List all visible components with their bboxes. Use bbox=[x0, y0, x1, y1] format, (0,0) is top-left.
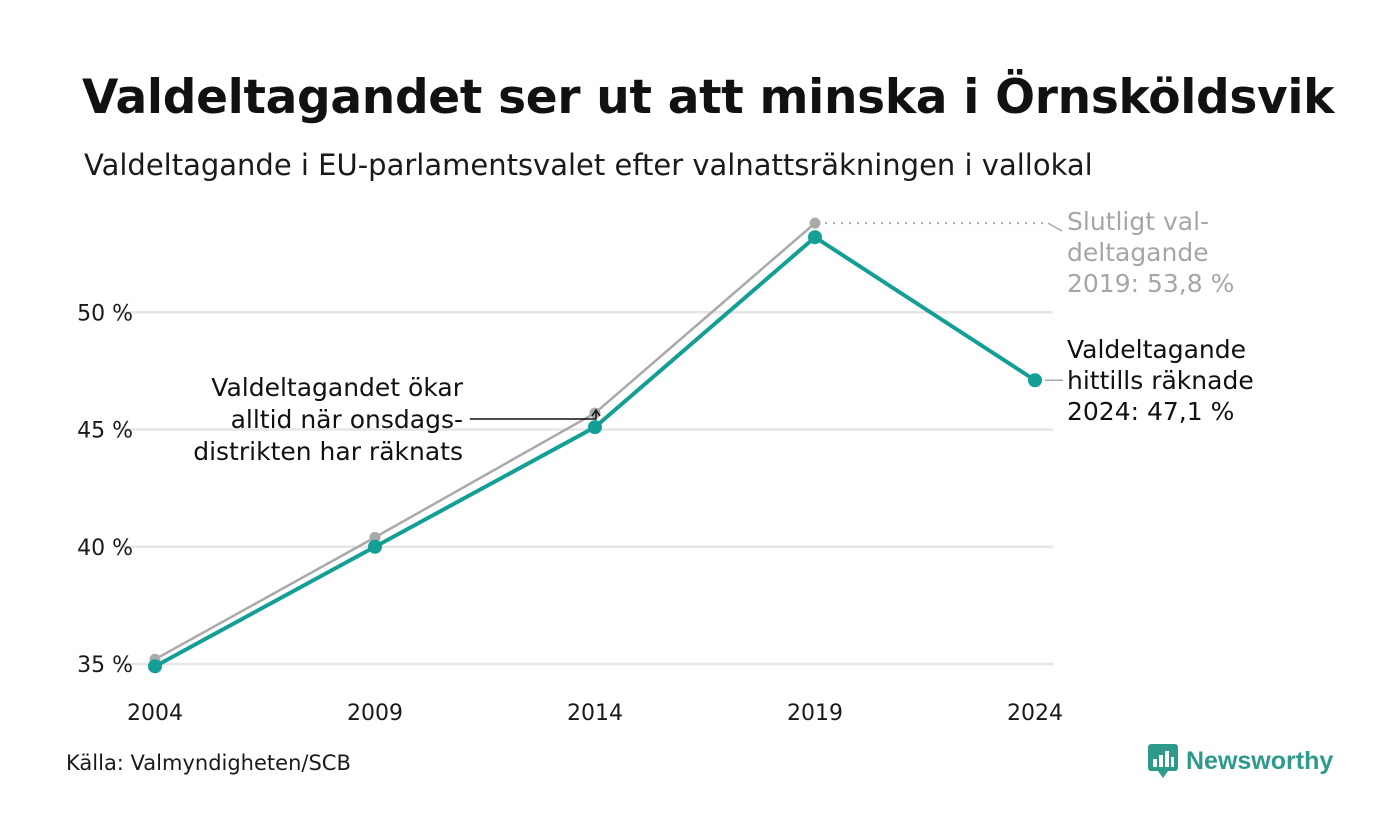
annotation-onsdag-line: Valdeltagandet ökar bbox=[211, 373, 463, 402]
annotation-current-line: Valdeltagande bbox=[1067, 335, 1246, 364]
annotation-current-line: 2024: 47,1 % bbox=[1067, 397, 1234, 426]
data-point-valnatt bbox=[808, 230, 822, 245]
newsworthy-logo: Newsworthy bbox=[1148, 744, 1333, 778]
annotation-final-line: deltagande bbox=[1067, 238, 1209, 267]
x-tick-label: 2024 bbox=[1007, 701, 1063, 726]
newsworthy-logo-icon bbox=[1148, 744, 1178, 778]
annotation-onsdag-line: alltid när onsdags- bbox=[231, 405, 463, 434]
y-tick-label: 35 % bbox=[77, 653, 133, 678]
chart-subtitle: Valdeltagande i EU-parlamentsvalet efter… bbox=[84, 148, 1093, 182]
y-tick-label: 40 % bbox=[77, 536, 133, 561]
series-line-final bbox=[154, 222, 816, 661]
annotation-current-line: hittills räknade bbox=[1067, 366, 1254, 395]
annotation-onsdag-line: distrikten har räknats bbox=[193, 437, 463, 466]
data-point-final bbox=[369, 531, 381, 543]
data-point-valnatt bbox=[368, 539, 382, 554]
annotation-final-line: Slutligt val- bbox=[1067, 207, 1209, 236]
brand-name: Newsworthy bbox=[1186, 746, 1334, 775]
x-tick-label: 2009 bbox=[347, 701, 403, 726]
y-tick-label: 45 % bbox=[77, 419, 133, 444]
data-point-final bbox=[809, 217, 821, 229]
y-tick-label: 50 % bbox=[77, 301, 133, 326]
annotation-connector-final bbox=[1047, 222, 1063, 232]
source-note: Källa: Valmyndigheten/SCB bbox=[66, 751, 351, 775]
x-tick-label: 2004 bbox=[127, 701, 183, 726]
data-point-valnatt bbox=[148, 659, 162, 674]
data-point-valnatt bbox=[588, 420, 602, 435]
data-point-valnatt bbox=[1028, 373, 1042, 388]
annotation-arrow-head bbox=[591, 408, 601, 417]
x-tick-label: 2014 bbox=[567, 701, 623, 726]
x-tick-label: 2019 bbox=[787, 701, 843, 726]
chart-title: Valdeltagandet ser ut att minska i Örnsk… bbox=[82, 70, 1335, 125]
annotation-final-line: 2019: 53,8 % bbox=[1067, 269, 1234, 298]
annotation-arrow-line bbox=[470, 412, 597, 420]
